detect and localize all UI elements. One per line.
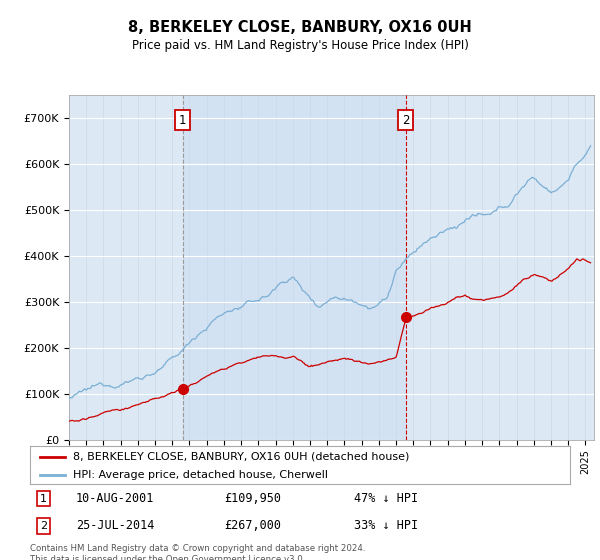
- Text: £109,950: £109,950: [224, 492, 281, 505]
- Text: 10-AUG-2001: 10-AUG-2001: [76, 492, 154, 505]
- Text: 47% ↓ HPI: 47% ↓ HPI: [354, 492, 418, 505]
- Bar: [182, 95, 406, 440]
- Text: 33% ↓ HPI: 33% ↓ HPI: [354, 519, 418, 533]
- Text: Contains HM Land Registry data © Crown copyright and database right 2024.
This d: Contains HM Land Registry data © Crown c…: [30, 544, 365, 560]
- Text: Price paid vs. HM Land Registry's House Price Index (HPI): Price paid vs. HM Land Registry's House …: [131, 39, 469, 52]
- Text: 8, BERKELEY CLOSE, BANBURY, OX16 0UH: 8, BERKELEY CLOSE, BANBURY, OX16 0UH: [128, 20, 472, 35]
- Text: 8, BERKELEY CLOSE, BANBURY, OX16 0UH (detached house): 8, BERKELEY CLOSE, BANBURY, OX16 0UH (de…: [73, 451, 410, 461]
- Text: 1: 1: [40, 493, 47, 503]
- Text: 25-JUL-2014: 25-JUL-2014: [76, 519, 154, 533]
- Text: £267,000: £267,000: [224, 519, 281, 533]
- Text: 2: 2: [40, 521, 47, 531]
- Text: 1: 1: [179, 114, 187, 127]
- Text: 2: 2: [402, 114, 409, 127]
- Text: HPI: Average price, detached house, Cherwell: HPI: Average price, detached house, Cher…: [73, 470, 328, 480]
